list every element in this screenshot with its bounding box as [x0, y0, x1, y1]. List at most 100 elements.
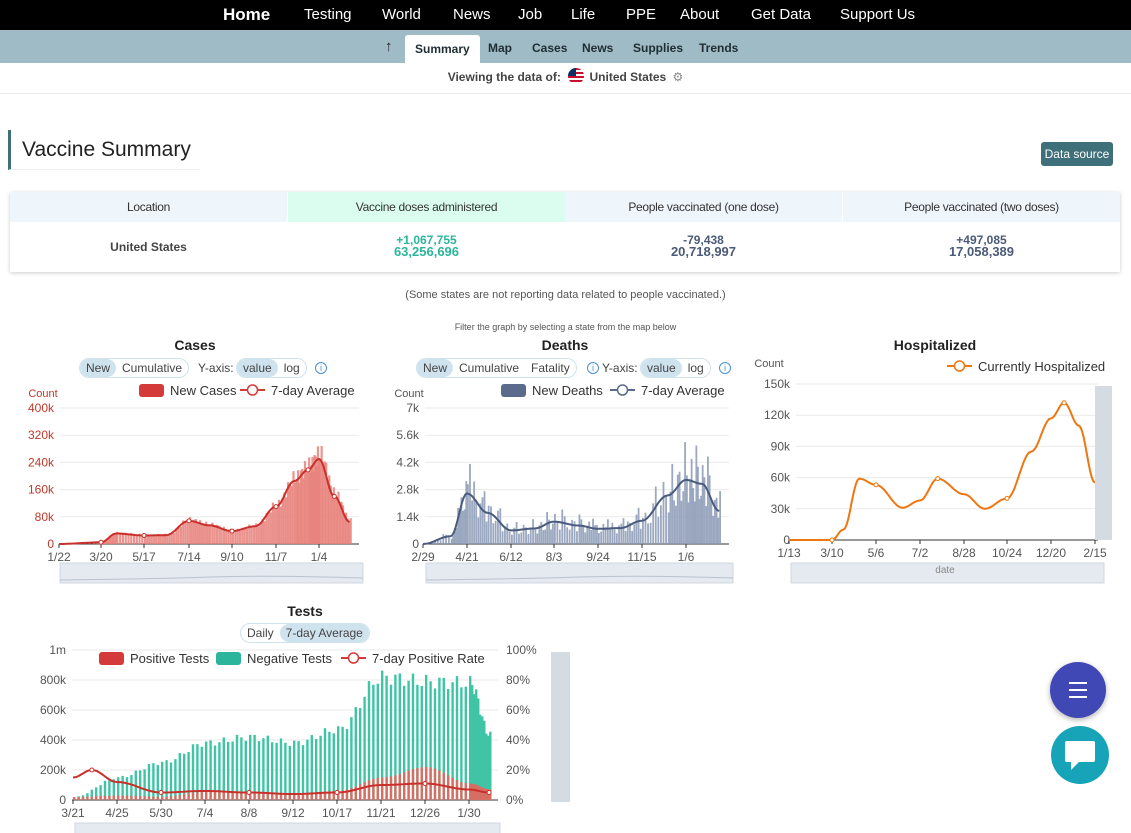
- deaths-new-button[interactable]: New: [417, 359, 454, 377]
- info-icon[interactable]: i: [719, 362, 731, 374]
- tests-positive-bar: [235, 792, 239, 800]
- vaccine-table: Location Vaccine doses administered Peop…: [10, 192, 1120, 272]
- tests-negative-bar: [108, 778, 111, 800]
- deaths-bar: [689, 479, 691, 544]
- deaths-log-button[interactable]: log: [687, 361, 704, 375]
- deaths-cumulative-button[interactable]: Cumulative: [459, 361, 520, 375]
- deaths-bar: [647, 523, 649, 544]
- tests-positive-bar: [152, 796, 155, 800]
- data-source-button[interactable]: Data source: [1041, 142, 1113, 166]
- tests-positive-bar: [301, 793, 305, 800]
- x-tick-label: 2/15: [1083, 546, 1107, 560]
- nav-home[interactable]: Home: [223, 5, 271, 24]
- cases-bar: [259, 523, 262, 544]
- cases-log-button[interactable]: log: [283, 361, 300, 375]
- tests-positive-bar: [455, 780, 459, 800]
- deaths-bar: [667, 512, 670, 544]
- menu-button[interactable]: [1050, 662, 1106, 718]
- tests-positive-bar: [376, 777, 379, 800]
- cases-bar: [341, 505, 345, 544]
- cases-bar: [218, 525, 221, 544]
- nav-get-data[interactable]: Get Data: [751, 6, 812, 23]
- deaths-bar: [652, 503, 655, 544]
- deaths-bar: [452, 535, 455, 544]
- cases-bar: [294, 482, 297, 544]
- tests-negative-bar: [416, 684, 419, 800]
- tab-summary[interactable]: Summary: [405, 35, 480, 63]
- viewing-location-name[interactable]: United States: [589, 70, 667, 84]
- menu-icon: [1069, 689, 1087, 691]
- tests-rate-point: [334, 790, 340, 795]
- tests-rate-point: [246, 790, 252, 795]
- doses-delta: +1,067,755: [396, 233, 457, 247]
- y-tick-label: 5.6k: [396, 428, 420, 442]
- deaths-avg-line: [422, 478, 720, 545]
- deaths-bar: [525, 527, 527, 544]
- deaths-bar: [506, 523, 509, 544]
- tab-supplies[interactable]: Supplies: [633, 41, 684, 55]
- cases-avg-point: [186, 518, 192, 524]
- tab-trends[interactable]: Trends: [699, 41, 739, 55]
- chat-button[interactable]: [1051, 726, 1109, 784]
- cases-bar: [222, 526, 226, 544]
- nav-news[interactable]: News: [453, 6, 491, 23]
- tests-negative-bar: [99, 785, 102, 800]
- deaths-bar: [665, 495, 667, 544]
- tests-positive-bar: [253, 792, 256, 800]
- gear-icon[interactable]: ⚙: [672, 70, 684, 84]
- tests-positive-bar: [315, 792, 318, 800]
- info-icon[interactable]: i: [587, 362, 599, 374]
- nav-life[interactable]: Life: [571, 6, 596, 23]
- cases-cumulative-button[interactable]: Cumulative: [122, 361, 183, 375]
- tab-map[interactable]: Map: [488, 41, 512, 55]
- x-tick-label: 5/17: [132, 550, 156, 564]
- cases-bar: [310, 465, 313, 544]
- nav-ppe[interactable]: PPE: [626, 6, 657, 23]
- deaths-bar: [611, 522, 614, 544]
- tests-positive-bar: [244, 792, 247, 800]
- deaths-fatality-button[interactable]: Fatality: [531, 361, 570, 375]
- cases-bar: [132, 534, 136, 544]
- tab-cases[interactable]: Cases: [532, 41, 568, 55]
- tests-negative-bar: [227, 741, 230, 800]
- tests-positive-bar: [183, 794, 186, 800]
- tests-positive-bar: [213, 791, 217, 800]
- cases-bar: [201, 522, 204, 544]
- x-tick-label: 7/4: [197, 806, 214, 820]
- nav-about[interactable]: About: [680, 6, 720, 23]
- deaths-bar: [508, 531, 511, 544]
- tests-positive-bar: [169, 796, 173, 800]
- tests-negative-bar: [483, 720, 486, 800]
- info-icon[interactable]: i: [315, 362, 327, 374]
- cases-bar: [271, 502, 275, 544]
- legend-swatch: [139, 384, 164, 397]
- tests-positive-bar: [200, 791, 203, 800]
- hosp-vertical-slider: [1095, 386, 1112, 540]
- tests-positive-bar: [489, 789, 492, 800]
- tests-avg-button[interactable]: 7-day Average: [279, 624, 369, 642]
- nav-world[interactable]: World: [382, 6, 421, 23]
- two-dose-delta: +497,085: [956, 233, 1007, 247]
- tests-negative-bar: [337, 726, 340, 800]
- x-tick-label: 1/6: [678, 550, 695, 564]
- x-tick-label: 3/10: [820, 546, 844, 560]
- doses-total: 63,256,696: [393, 244, 460, 259]
- cases-value-button[interactable]: value: [237, 359, 278, 377]
- tests-daily-button[interactable]: Daily: [247, 626, 274, 640]
- tests-negative-bar: [209, 740, 212, 800]
- cases-bar: [96, 542, 99, 544]
- tests-negative-bar: [293, 740, 296, 800]
- tests-positive-bar: [372, 778, 375, 800]
- nav-job[interactable]: Job: [518, 6, 543, 23]
- deaths-bar: [673, 500, 676, 544]
- nav-testing[interactable]: Testing: [304, 6, 352, 23]
- cases-count-label: Count: [28, 388, 57, 400]
- up-arrow-icon[interactable]: ↑: [385, 38, 393, 55]
- nav-support-us[interactable]: Support Us: [840, 6, 916, 23]
- cases-new-button[interactable]: New: [80, 359, 117, 377]
- deaths-value-button[interactable]: value: [641, 359, 682, 377]
- cases-bar: [277, 499, 281, 544]
- deaths-bar: [592, 518, 594, 544]
- x-tick-label: 3/20: [89, 550, 113, 564]
- tab-news[interactable]: News: [582, 41, 614, 55]
